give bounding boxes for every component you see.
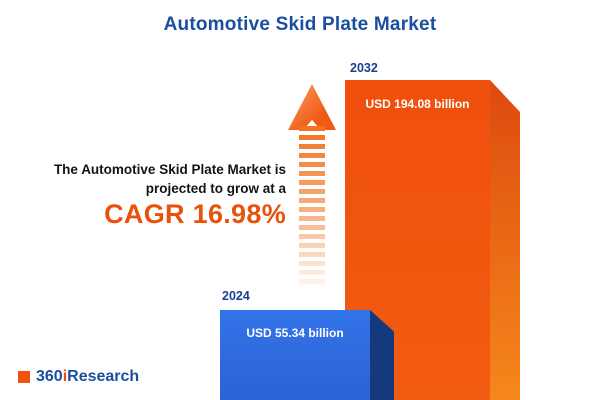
brand-logo: 360 i Research [18, 368, 139, 386]
bar-2032-year-label: 2032 [350, 61, 378, 75]
bar-2024 [220, 310, 370, 400]
logo-text-research: Research [67, 368, 140, 385]
annotation-line2: projected to grow at a [145, 181, 286, 196]
logo-text-i: i [62, 368, 68, 385]
annotation-line1: The Automotive Skid Plate Market is [53, 162, 286, 177]
logo-square-icon [18, 371, 30, 383]
cagr-value: CAGR 16.98% [104, 199, 286, 229]
bar-2032-side-face [490, 80, 520, 400]
page-title: Automotive Skid Plate Market [163, 14, 437, 35]
logo-text-360: 360 [36, 368, 63, 385]
bar-2032-value-label: USD 194.08 billion [365, 97, 470, 111]
growth-annotation: The Automotive Skid Plate Market is proj… [8, 160, 286, 229]
growth-arrow-icon [288, 84, 336, 130]
bar-2024-value-label: USD 55.34 billion [246, 326, 344, 340]
bar-2024-year-label: 2024 [222, 289, 250, 303]
growth-arrow-shaft [299, 126, 325, 286]
